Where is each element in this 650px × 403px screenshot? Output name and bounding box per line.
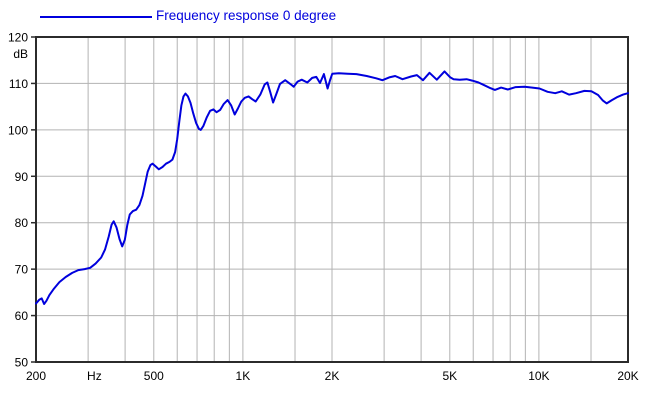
y-tick-label: 120 (8, 31, 28, 45)
y-tick-label: 110 (9, 77, 28, 91)
y-tick-label: 80 (15, 216, 29, 230)
x-tick-label: 5K (442, 369, 457, 383)
y-tick-label: 60 (15, 309, 29, 323)
y-axis-unit-label: dB (13, 47, 28, 61)
y-tick-label: 90 (15, 170, 29, 184)
response-curve (35, 70, 629, 305)
y-tick-label: 100 (8, 123, 28, 137)
x-tick-label: 200 (26, 369, 46, 383)
legend-label: Frequency response 0 degree (156, 8, 337, 23)
plot-border (35, 36, 629, 363)
x-tick-label: 1K (236, 369, 251, 383)
x-tick-label: 10K (528, 369, 549, 383)
legend-line-swatch (40, 16, 152, 18)
y-tick-label: 50 (15, 356, 29, 370)
chart-legend: Frequency response 0 degree (0, 0, 650, 30)
x-tick-label: Hz (87, 369, 102, 383)
y-tick-label: 70 (15, 263, 29, 277)
x-tick-label: 2K (325, 369, 340, 383)
x-tick-label: 500 (144, 369, 164, 383)
x-tick-label: 20K (617, 369, 638, 383)
